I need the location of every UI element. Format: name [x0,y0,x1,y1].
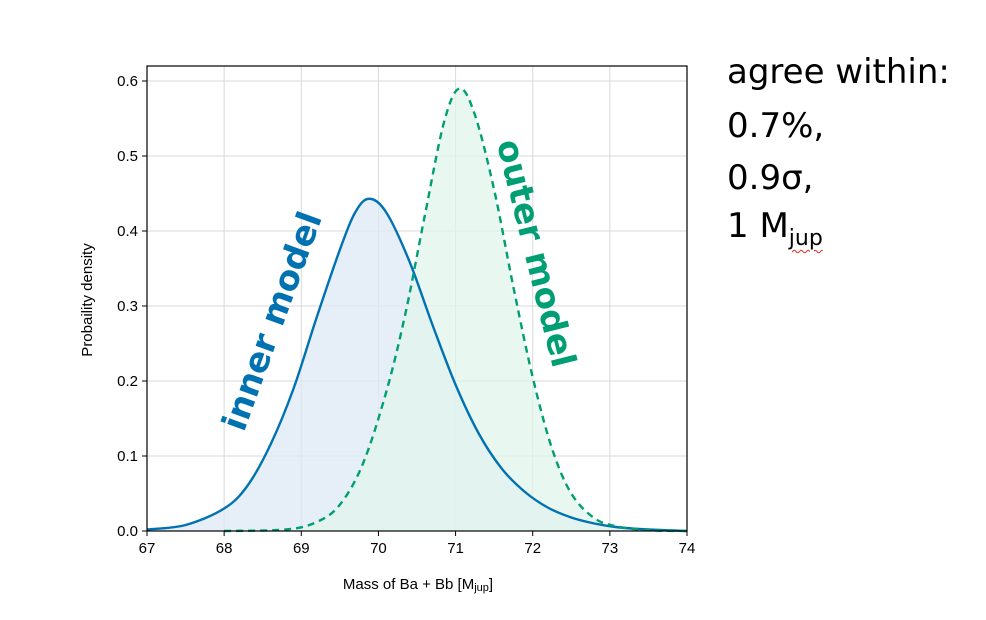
y-tick-label: 0.2 [117,373,138,390]
series-fill-outer-model [224,88,687,531]
x-tick-label: 74 [679,540,696,557]
y-tick-label: 0.3 [117,298,138,315]
series-line-inner-model [146,197,688,533]
y-tick-label: 0.5 [117,148,138,165]
y-tick-label: 0.1 [117,448,138,465]
annotation-mass-value: 1 M [727,206,789,246]
annotation-sigma: 0.9σ, [727,158,814,198]
annotation-mass: 1 Mjup [727,206,823,250]
y-tick-label: 0.0 [117,523,138,540]
x-tick-label: 71 [447,540,464,557]
x-tick-label: 73 [602,540,619,557]
plot-frame [146,65,688,532]
y-tick-label: 0.4 [117,223,138,240]
series-fills [147,88,687,531]
tick-marks [142,80,688,536]
annotation-percent: 0.7%, [727,106,825,146]
y-axis-label: Probaility density [79,243,96,357]
series-lines [146,87,688,533]
x-tick-label: 67 [139,540,156,557]
y-tick-label: 0.6 [117,73,138,90]
x-tick-label: 68 [216,540,233,557]
annotation-agree-within: agree within: [727,52,950,92]
tick-labels: 67 68 69 70 71 72 73 74 0.0 0.1 0.2 0.3 0.4 0.5 0.6 [117,73,695,557]
x-tick-label: 72 [524,540,541,557]
x-tick-label: 70 [370,540,387,557]
annotation-mass-subscript: jup [788,226,823,251]
series-line-outer-model [224,87,688,533]
x-tick-label: 69 [293,540,310,557]
x-axis-label: Mass of Ba + Bb [Mjup] [343,576,493,594]
